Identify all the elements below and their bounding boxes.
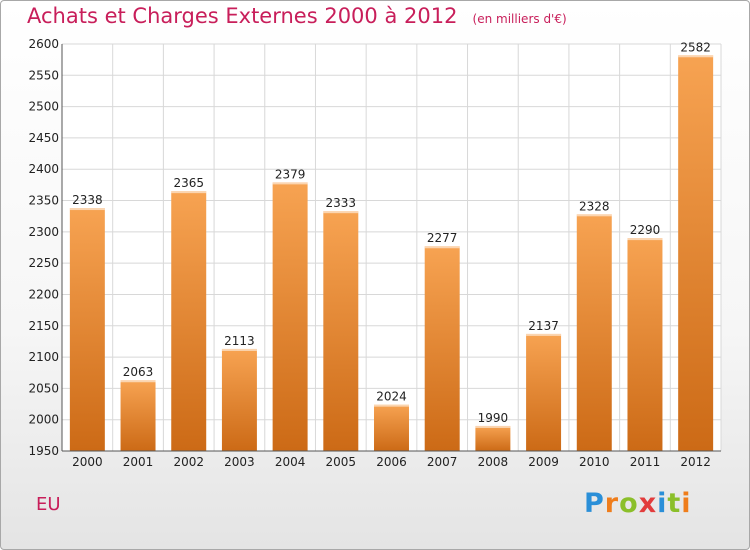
data-label-2000: 2338 [72, 193, 103, 207]
labels: 1950 2000 2050 2100 2150 2200 2250 2300 2350 2400… [28, 37, 710, 469]
bar-2006 [374, 404, 409, 451]
bar-2000 [69, 208, 105, 451]
bar-2001 [120, 380, 156, 451]
y-tick-label: 2050 [28, 381, 59, 395]
data-label-2008: 1990 [478, 411, 509, 425]
x-tick-label-2000: 2000 [72, 455, 103, 469]
data-label-2011: 2290 [630, 223, 661, 237]
data-label-2010: 2328 [579, 199, 610, 213]
y-tick-label: 2600 [28, 37, 59, 51]
chart-title-text: Achats et Charges Externes 2000 à 2012 [27, 4, 458, 28]
data-label-2002: 2365 [173, 176, 204, 190]
bar-highlight [526, 333, 562, 336]
bar-2011 [627, 238, 663, 451]
bar-highlight [221, 348, 257, 351]
bar-highlight [627, 238, 663, 241]
y-tick-label: 2150 [28, 319, 59, 333]
bar-2007 [424, 246, 460, 451]
bar-highlight [424, 246, 460, 249]
axes [61, 44, 721, 452]
y-tick-label: 2250 [28, 256, 59, 270]
data-label-2005: 2333 [326, 196, 357, 210]
bar-highlight [120, 380, 156, 383]
bar-highlight [69, 208, 105, 211]
data-label-2009: 2137 [528, 319, 559, 333]
y-tick-label: 2000 [28, 413, 59, 427]
bar-2009 [526, 333, 562, 451]
bar-2003 [221, 348, 257, 451]
bar-highlight [678, 55, 714, 58]
y-tick-label: 2100 [28, 350, 59, 364]
data-label-2001: 2063 [123, 365, 154, 379]
x-tick-label-2002: 2002 [173, 455, 204, 469]
bar-2005 [323, 211, 359, 451]
y-tick-label: 2500 [28, 100, 59, 114]
x-tick-label-2006: 2006 [376, 455, 407, 469]
bars [69, 55, 714, 451]
data-label-2012: 2582 [680, 40, 711, 54]
y-tick-label: 2300 [28, 225, 59, 239]
data-label-2003: 2113 [224, 334, 255, 348]
bar-2012 [678, 55, 714, 451]
y-tick-label: 2450 [28, 131, 59, 145]
x-tick-label-2012: 2012 [680, 455, 711, 469]
x-tick-label-2004: 2004 [275, 455, 306, 469]
data-label-2007: 2277 [427, 231, 458, 245]
bar-highlight [475, 425, 511, 428]
x-tick-label-2009: 2009 [528, 455, 559, 469]
x-tick-label-2003: 2003 [224, 455, 255, 469]
x-tick-label-2011: 2011 [630, 455, 661, 469]
x-tick-label-2010: 2010 [579, 455, 610, 469]
y-tick-label: 1950 [28, 444, 59, 458]
y-tick-label: 2350 [28, 194, 59, 208]
bar-highlight [576, 214, 612, 217]
bar-2008 [475, 425, 511, 451]
bar-2010 [576, 214, 612, 451]
bar-highlight [323, 211, 359, 214]
bar-highlight [374, 404, 409, 407]
bar-highlight [272, 182, 308, 185]
bar-2004 [272, 182, 308, 451]
chart-title: Achats et Charges Externes 2000 à 2012 (… [27, 4, 567, 34]
x-tick-label-2005: 2005 [326, 455, 357, 469]
y-tick-label: 2400 [28, 162, 59, 176]
y-tick-label: 2550 [28, 68, 59, 82]
bar-2002 [171, 191, 207, 451]
chart-unit-note: (en milliers d'€) [472, 12, 567, 26]
data-label-2004: 2379 [275, 167, 306, 181]
x-tick-label-2007: 2007 [427, 455, 458, 469]
proxiti-logo: Proxiti [584, 488, 692, 519]
y-tick-label: 2200 [28, 287, 59, 301]
x-tick-label-2001: 2001 [123, 455, 154, 469]
data-label-2006: 2024 [376, 390, 407, 404]
x-tick-label-2008: 2008 [478, 455, 509, 469]
location-label: EU [36, 494, 61, 515]
bar-highlight [171, 191, 207, 194]
